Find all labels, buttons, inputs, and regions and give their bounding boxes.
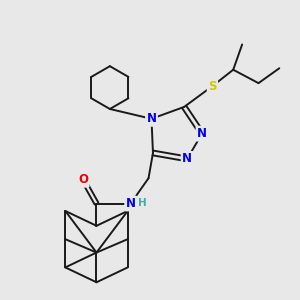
- Text: N: N: [197, 127, 207, 140]
- Text: S: S: [208, 80, 217, 93]
- Text: H: H: [138, 198, 146, 208]
- Text: N: N: [182, 152, 192, 165]
- Text: O: O: [78, 173, 88, 186]
- Text: N: N: [146, 112, 157, 125]
- Text: N: N: [126, 197, 136, 210]
